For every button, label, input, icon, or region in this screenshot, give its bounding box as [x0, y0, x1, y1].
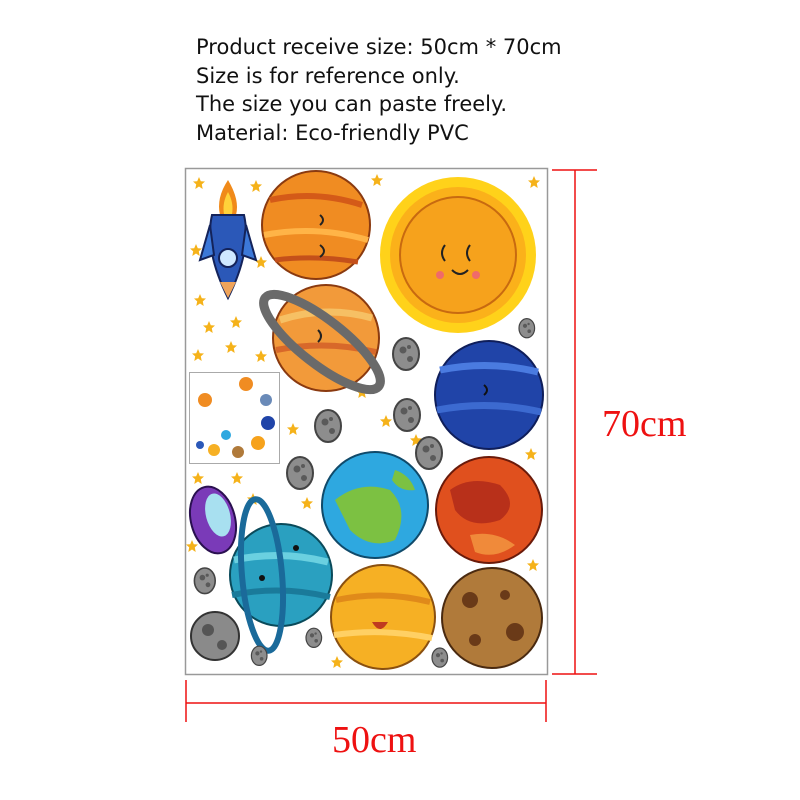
- preview-thumbnail: [189, 372, 280, 464]
- info-material: Material: Eco-friendly PVC: [196, 120, 469, 145]
- height-label: 70cm: [602, 403, 687, 445]
- moon-sticker: [190, 611, 240, 661]
- info-reference: Size is for reference only.: [196, 63, 460, 88]
- info-paste: The size you can paste freely.: [196, 92, 508, 116]
- rocket-sticker: [198, 180, 258, 301]
- sun-sticker: [380, 177, 536, 333]
- ufo-sticker: [188, 485, 238, 555]
- uranus-sticker: [229, 496, 333, 654]
- width-label: 50cm: [332, 719, 417, 761]
- width-dimension: [185, 680, 547, 722]
- product-info: Product receive size: 50cm * 70cm Size i…: [196, 33, 562, 147]
- height-dimension: [552, 169, 597, 675]
- venus-sticker: [330, 564, 436, 670]
- neptune-sticker: [434, 340, 544, 450]
- brown-planet-sticker: [441, 567, 543, 669]
- saturn-sticker: [259, 284, 385, 395]
- info-size: Product receive size: 50cm * 70cm: [196, 35, 562, 59]
- mars-sticker: [435, 456, 543, 564]
- earth-sticker: [321, 451, 429, 559]
- orange-planet-sticker: [261, 170, 371, 280]
